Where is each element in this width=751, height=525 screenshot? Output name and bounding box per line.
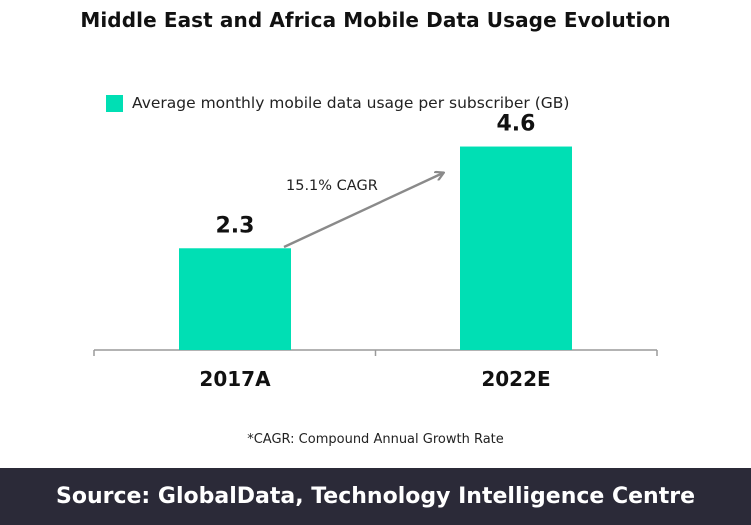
legend: Average monthly mobile data usage per su…	[106, 94, 569, 112]
cagr-arrow	[283, 173, 443, 249]
chart-title: Middle East and Africa Mobile Data Usage…	[80, 8, 671, 32]
source-banner: Source: GlobalData, Technology Intellige…	[0, 468, 751, 525]
legend-label: Average monthly mobile data usage per su…	[132, 94, 570, 112]
source-text: Source: GlobalData, Technology Intellige…	[56, 484, 695, 509]
footnote: *CAGR: Compound Annual Growth Rate	[247, 432, 504, 447]
cagr-annotation: 15.1% CAGR	[286, 178, 378, 194]
data-label: 2.3	[216, 213, 255, 238]
legend-swatch	[106, 94, 123, 112]
bar-2017A	[179, 248, 291, 350]
category-label: 2017A	[199, 367, 271, 391]
category-label: 2022E	[481, 367, 550, 391]
bar-2022E	[460, 146, 572, 350]
data-label: 4.6	[497, 112, 536, 137]
bar-chart: 2.3 2017A 4.6 2022E 15.1% CAGR	[93, 112, 658, 391]
